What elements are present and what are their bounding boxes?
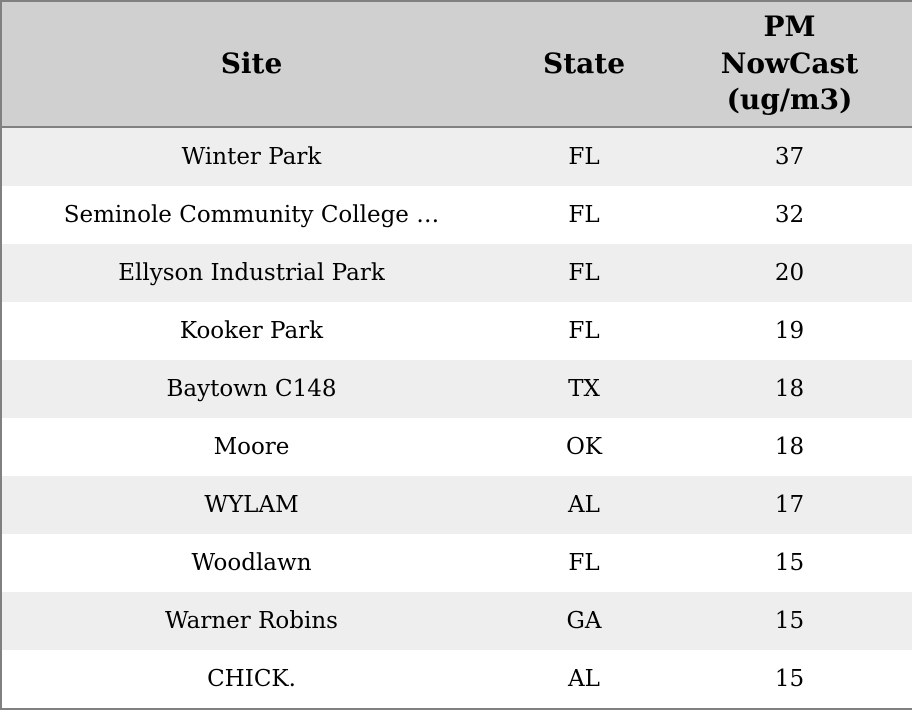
site-cell: WYLAM [204, 492, 299, 518]
table-header: Site State PM NowCast (ug/m3) [1, 1, 912, 128]
state-cell: FL [568, 144, 600, 170]
site-cell: Winter Park [181, 144, 322, 170]
pm-cell: 18 [774, 376, 805, 402]
state-cell: GA [566, 608, 602, 634]
table-body: Winter Park FL 37 Seminole Community Col… [1, 127, 912, 709]
site-cell: Moore [213, 434, 290, 460]
state-cell: FL [568, 260, 600, 286]
state-cell: FL [568, 550, 600, 576]
table-row: Ellyson Industrial Park FL 20 [1, 244, 912, 302]
site-cell: Baytown C148 [166, 376, 337, 402]
table-row: Woodlawn FL 15 [1, 534, 912, 592]
table-row: CHICK. AL 15 [1, 650, 912, 709]
column-header-site: Site [1, 1, 501, 128]
table-row: WYLAM AL 17 [1, 476, 912, 534]
state-cell: AL [568, 492, 600, 518]
site-cell: Ellyson Industrial Park [118, 260, 385, 286]
table-row: Seminole Community College … FL 32 [1, 186, 912, 244]
pm-cell: 18 [774, 434, 805, 460]
header-row: Site State PM NowCast (ug/m3) [1, 1, 912, 128]
table-row: Warner Robins GA 15 [1, 592, 912, 650]
pm-cell: 19 [774, 318, 805, 344]
pm-cell: 20 [774, 260, 805, 286]
table-row: Kooker Park FL 19 [1, 302, 912, 360]
table-row: Winter Park FL 37 [1, 127, 912, 186]
state-cell: FL [568, 202, 600, 228]
pm-cell: 15 [774, 608, 805, 634]
pm-cell: 15 [774, 666, 805, 692]
site-cell: Kooker Park [179, 318, 324, 344]
state-cell: OK [565, 434, 603, 460]
site-cell: Woodlawn [191, 550, 312, 576]
state-cell: TX [568, 376, 600, 402]
site-cell: Seminole Community College … [63, 202, 440, 228]
state-cell: AL [568, 666, 600, 692]
state-cell: FL [568, 318, 600, 344]
pm-cell: 15 [774, 550, 805, 576]
site-cell: Warner Robins [165, 608, 338, 634]
pm-cell: 17 [774, 492, 805, 518]
site-cell: CHICK. [207, 666, 296, 692]
pm-cell: 32 [774, 202, 805, 228]
table-row: Baytown C148 TX 18 [1, 360, 912, 418]
column-header-pm-nowcast: PM NowCast (ug/m3) [667, 1, 912, 128]
pm-cell: 37 [774, 144, 805, 170]
column-header-state: State [501, 1, 667, 128]
table-row: Moore OK 18 [1, 418, 912, 476]
